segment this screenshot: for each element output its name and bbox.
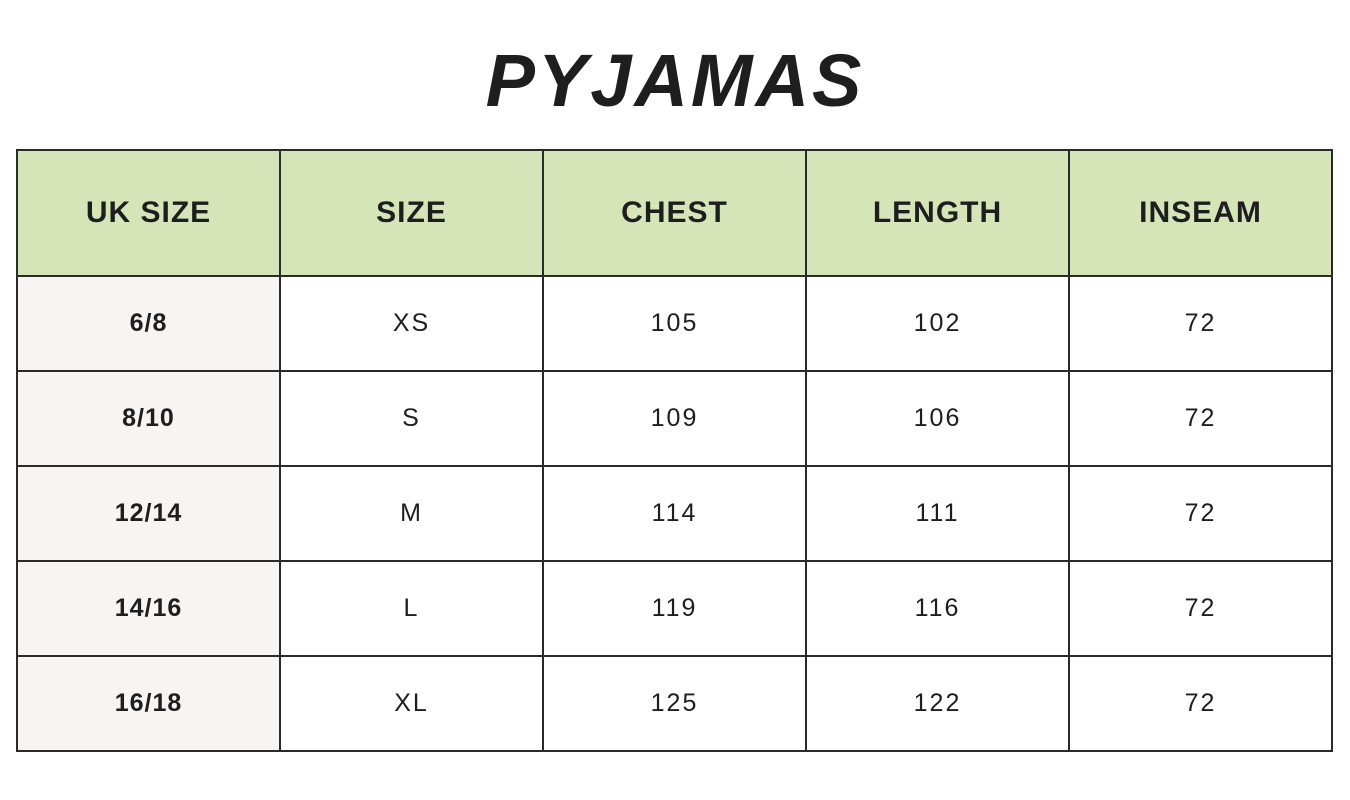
table-cell: XL bbox=[279, 655, 544, 752]
table-cell: 116 bbox=[805, 560, 1070, 657]
table-cell: 72 bbox=[1068, 655, 1333, 752]
table-cell: 109 bbox=[542, 370, 807, 467]
table-cell: 122 bbox=[805, 655, 1070, 752]
column-header: LENGTH bbox=[805, 149, 1070, 277]
table-cell: L bbox=[279, 560, 544, 657]
column-header: UK SIZE bbox=[16, 149, 281, 277]
table-cell: 105 bbox=[542, 275, 807, 372]
table-cell: 72 bbox=[1068, 370, 1333, 467]
table-row: 16/18 XL 125 122 72 bbox=[16, 655, 1333, 752]
column-header: INSEAM bbox=[1068, 149, 1333, 277]
page-title: PYJAMAS bbox=[485, 39, 865, 122]
size-chart-table: UK SIZE SIZE CHEST LENGTH INSEAM 6/8 XS 105 102… bbox=[16, 149, 1333, 752]
table-cell: 106 bbox=[805, 370, 1070, 467]
table-cell: 102 bbox=[805, 275, 1070, 372]
table-cell: S bbox=[279, 370, 544, 467]
table-cell: 125 bbox=[542, 655, 807, 752]
table-row: 6/8 XS 105 102 72 bbox=[16, 275, 1333, 372]
table-cell: M bbox=[279, 465, 544, 562]
table-cell: 16/18 bbox=[16, 655, 281, 752]
table-cell: 12/14 bbox=[16, 465, 281, 562]
table-row: 14/16 L 119 116 72 bbox=[16, 560, 1333, 657]
table-cell: XS bbox=[279, 275, 544, 372]
column-header: CHEST bbox=[542, 149, 807, 277]
table-row: 12/14 M 114 111 72 bbox=[16, 465, 1333, 562]
table-cell: 72 bbox=[1068, 275, 1333, 372]
table-row: 8/10 S 109 106 72 bbox=[16, 370, 1333, 467]
table-cell: 72 bbox=[1068, 560, 1333, 657]
table-cell: 72 bbox=[1068, 465, 1333, 562]
table-cell: 6/8 bbox=[16, 275, 281, 372]
table-cell: 119 bbox=[542, 560, 807, 657]
header-row: UK SIZE SIZE CHEST LENGTH INSEAM bbox=[16, 149, 1333, 277]
column-header: SIZE bbox=[279, 149, 544, 277]
table-cell: 14/16 bbox=[16, 560, 281, 657]
table-cell: 8/10 bbox=[16, 370, 281, 467]
table-cell: 111 bbox=[805, 465, 1070, 562]
table-cell: 114 bbox=[542, 465, 807, 562]
